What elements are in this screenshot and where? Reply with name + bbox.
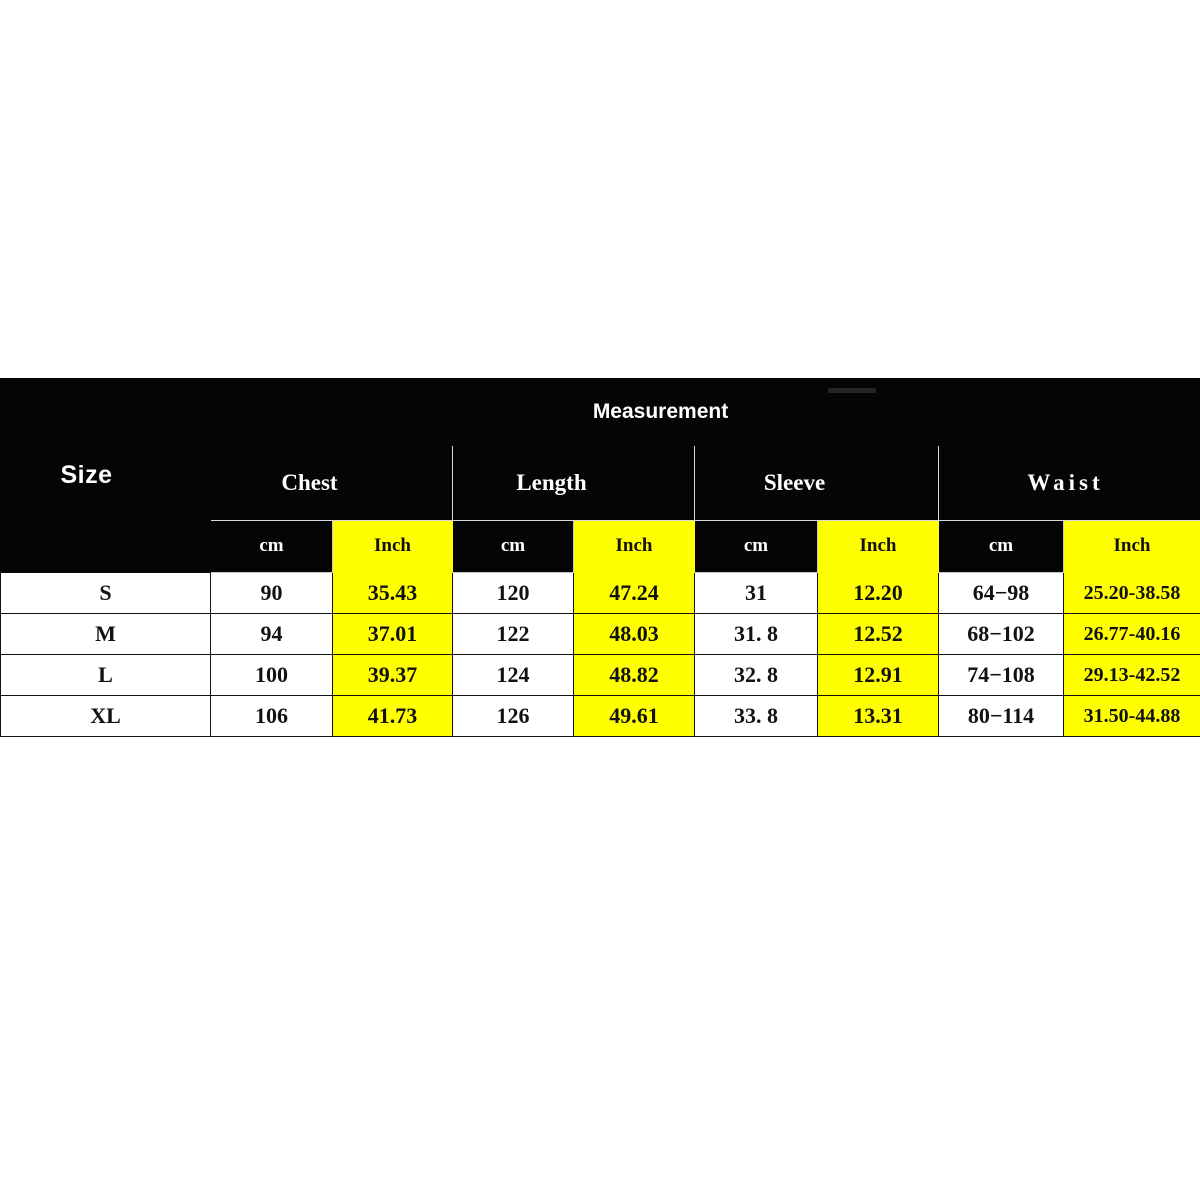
group-header-length: Length bbox=[452, 445, 695, 521]
cell-waist-inch: 29.13-42.52 bbox=[1062, 654, 1200, 696]
cell-sleeve-inch: 13.31 bbox=[817, 695, 939, 737]
cell-sleeve-inch: 12.52 bbox=[817, 613, 939, 655]
unit-header-sleeve-inch: Inch bbox=[817, 519, 939, 574]
cell-chest-inch: 35.43 bbox=[332, 572, 453, 614]
measurement-header: Measurement bbox=[209, 377, 1200, 447]
cell-size: L bbox=[0, 654, 211, 696]
size-chart-container: Size Measurement Chest Length Sleeve Wai… bbox=[0, 377, 1200, 737]
cell-waist-inch: 25.20-38.58 bbox=[1062, 572, 1200, 614]
group-header-waist: Waist bbox=[937, 445, 1200, 521]
cell-waist-cm: 64−98 bbox=[938, 572, 1064, 614]
cell-length-inch: 48.03 bbox=[573, 613, 695, 655]
cell-chest-inch: 37.01 bbox=[332, 613, 453, 655]
cell-length-inch: 48.82 bbox=[573, 654, 695, 696]
size-column-header: Size bbox=[0, 378, 211, 573]
cell-chest-cm: 94 bbox=[210, 613, 333, 655]
cell-sleeve-cm: 31. 8 bbox=[694, 613, 818, 655]
unit-header-sleeve-cm: cm bbox=[694, 519, 818, 574]
unit-header-length-inch: Inch bbox=[573, 519, 695, 574]
cell-chest-inch: 41.73 bbox=[332, 695, 453, 737]
cell-length-cm: 120 bbox=[452, 572, 574, 614]
cell-sleeve-cm: 32. 8 bbox=[694, 654, 818, 696]
cell-length-inch: 47.24 bbox=[573, 572, 695, 614]
cell-waist-cm: 74−108 bbox=[938, 654, 1064, 696]
table-row: L 100 39.37 124 48.82 32. 8 12.91 74−108… bbox=[0, 654, 1200, 696]
table-row: XL 106 41.73 126 49.61 33. 8 13.31 80−11… bbox=[0, 695, 1200, 737]
cell-length-cm: 126 bbox=[452, 695, 574, 737]
cell-chest-cm: 106 bbox=[210, 695, 333, 737]
cell-sleeve-inch: 12.20 bbox=[817, 572, 939, 614]
group-header-sleeve: Sleeve bbox=[694, 445, 939, 521]
unit-header-waist-cm: cm bbox=[938, 519, 1064, 574]
cell-sleeve-inch: 12.91 bbox=[817, 654, 939, 696]
cell-chest-cm: 90 bbox=[210, 572, 333, 614]
cell-sleeve-cm: 31 bbox=[694, 572, 818, 614]
cell-chest-cm: 100 bbox=[210, 654, 333, 696]
size-chart-table: Size Measurement Chest Length Sleeve Wai… bbox=[0, 377, 1200, 737]
cell-length-inch: 49.61 bbox=[573, 695, 695, 737]
unit-header-chest-cm: cm bbox=[210, 519, 333, 574]
cell-waist-inch: 31.50-44.88 bbox=[1062, 695, 1200, 737]
cell-size: M bbox=[0, 613, 211, 655]
unit-header-length-cm: cm bbox=[452, 519, 574, 574]
cell-size: S bbox=[0, 572, 211, 614]
group-header-sleeve-label: Sleeve bbox=[763, 470, 826, 496]
cell-size: XL bbox=[0, 695, 211, 737]
group-header-waist-label: Waist bbox=[1027, 470, 1104, 496]
header-row-measurement: Size Measurement bbox=[0, 377, 1200, 573]
cell-chest-inch: 39.37 bbox=[332, 654, 453, 696]
cell-sleeve-cm: 33. 8 bbox=[694, 695, 818, 737]
cell-waist-inch: 26.77-40.16 bbox=[1062, 613, 1200, 655]
table-row: M 94 37.01 122 48.03 31. 8 12.52 68−102 … bbox=[0, 613, 1200, 655]
cell-waist-cm: 80−114 bbox=[938, 695, 1064, 737]
unit-header-chest-inch: Inch bbox=[332, 519, 453, 574]
group-header-chest: Chest bbox=[210, 445, 453, 521]
unit-header-waist-inch: Inch bbox=[1062, 519, 1200, 574]
cell-length-cm: 124 bbox=[452, 654, 574, 696]
cell-waist-cm: 68−102 bbox=[938, 613, 1064, 655]
header-row-units: cm Inch cm Inch cm Inch cm Inch bbox=[1, 519, 1200, 574]
cell-length-cm: 122 bbox=[452, 613, 574, 655]
group-header-chest-label: Chest bbox=[281, 470, 338, 496]
table-row: S 90 35.43 120 47.24 31 12.20 64−98 25.2… bbox=[0, 572, 1200, 614]
header-row-groups: Chest Length Sleeve Waist bbox=[1, 445, 1200, 521]
group-header-length-label: Length bbox=[516, 470, 587, 496]
